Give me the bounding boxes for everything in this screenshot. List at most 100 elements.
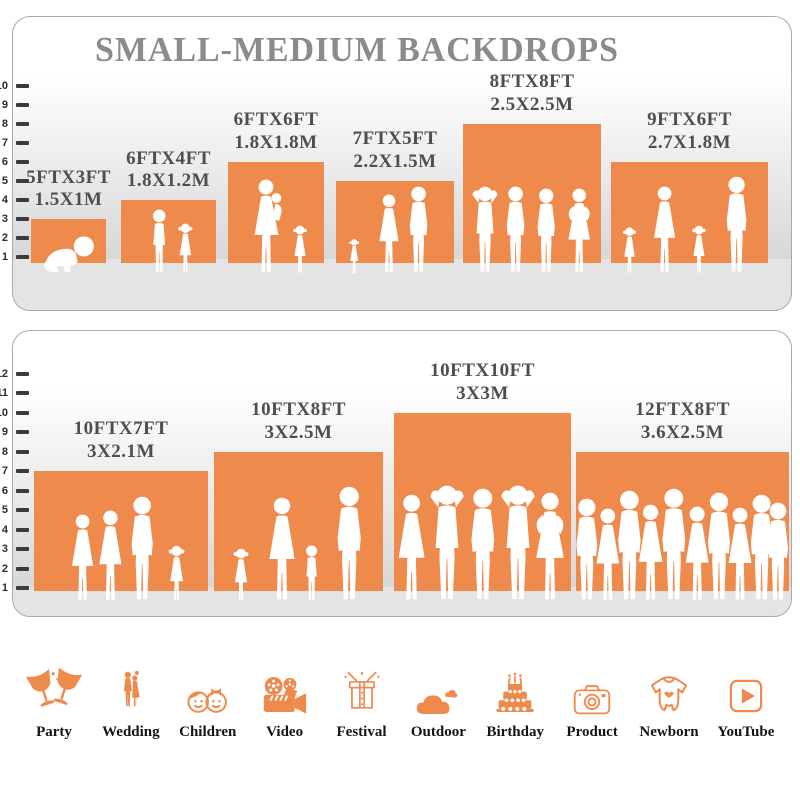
- y-axis-tick: [16, 449, 29, 454]
- bar-size-label: 8FTX8FT 2.5X2.5M: [490, 71, 575, 117]
- people-silhouette: [347, 238, 361, 274]
- people-silhouette: [121, 496, 163, 602]
- people-silhouette: [326, 486, 372, 602]
- size-bar: [121, 200, 216, 263]
- y-axis-tick: [16, 102, 29, 107]
- category-label: Party: [36, 724, 72, 740]
- y-axis-tick: [16, 371, 29, 376]
- y-axis-tick-label: 9: [1, 98, 8, 111]
- bar-size-label: 6FTX4FT 1.8X1.2M: [126, 148, 211, 194]
- y-axis-tick: [16, 140, 29, 145]
- y-axis-tick-label: 6: [1, 484, 8, 497]
- people-silhouette: [689, 224, 709, 274]
- people-silhouette: [230, 547, 252, 602]
- party-icon: [26, 658, 82, 718]
- y-axis-tick: [16, 566, 29, 571]
- people-silhouette: [165, 544, 188, 602]
- size-m: 1.8X1.2M: [126, 170, 211, 192]
- y-axis-tick-label: 12: [0, 367, 8, 380]
- bar-size-label: 10FTX8FT 3X2.5M: [251, 399, 346, 445]
- y-axis-tick-label: 11: [0, 387, 8, 399]
- y-axis-tick-label: 3: [1, 543, 8, 555]
- y-axis-tick-label: 4: [1, 194, 8, 207]
- people-silhouette: [562, 188, 596, 274]
- size-m: 2.2X1.5M: [353, 151, 437, 173]
- people-silhouette: [175, 222, 196, 274]
- category-label: Children: [179, 724, 237, 740]
- y-axis-tick: [16, 121, 29, 126]
- y-axis-tick: [16, 469, 29, 473]
- page-title: SMALL-MEDIUM BACKDROPS: [94, 30, 619, 69]
- category-label: Outdoor: [410, 724, 466, 740]
- product-icon: [569, 658, 615, 718]
- y-axis-tick-label: 4: [1, 523, 8, 536]
- youtube-icon: [724, 658, 768, 718]
- outdoor-icon: [412, 658, 464, 718]
- y-axis-tick-label: 7: [1, 136, 8, 149]
- y-axis-tick-label: 6: [1, 155, 8, 168]
- y-axis-tick: [16, 488, 29, 493]
- size-m: 3X3M: [456, 382, 509, 404]
- size-m: 1.5X1M: [34, 189, 103, 211]
- bar-size-label: 5FTX3FT 1.5X1M: [26, 167, 111, 213]
- people-silhouette: [717, 176, 756, 274]
- y-axis-tick-label: 2: [1, 232, 8, 245]
- size-m: 2.5X2.5M: [490, 93, 574, 115]
- y-axis-tick-label: 5: [1, 175, 8, 187]
- y-axis-tick: [16, 217, 29, 222]
- size-ft: 12FTX8FT: [635, 398, 730, 420]
- chart-panel-small: 5FTX3FT 1.5X1M 6FTX4FT 1.8X1.2M 6FTX6FT …: [0, 16, 792, 311]
- size-ft: 6FTX6FT: [233, 109, 319, 131]
- size-ft: 8FTX8FT: [489, 71, 575, 93]
- y-axis-tick-label: 10: [0, 406, 8, 419]
- y-axis-tick: [16, 586, 29, 590]
- category-label: Product: [566, 724, 618, 740]
- category-label: Video: [266, 724, 304, 740]
- y-axis-tick: [16, 236, 29, 241]
- y-axis-tick-label: 8: [1, 117, 8, 130]
- size-ft: 9FTX6FT: [647, 109, 732, 131]
- panel-background: 10FTX7FT 3X2.1M 10FTX8FT 3X2.5M 10FTX10F…: [12, 330, 792, 617]
- y-axis-tick-label: 9: [1, 426, 8, 438]
- people-silhouette: [647, 186, 682, 274]
- y-axis-tick-label: 3: [1, 213, 8, 226]
- y-axis-tick-label: 7: [1, 465, 8, 477]
- y-axis-tick: [16, 527, 29, 532]
- people-silhouette: [247, 179, 289, 274]
- bar-size-label: 10FTX10FT 3X3M: [430, 360, 535, 406]
- people-silhouette: [290, 224, 310, 274]
- y-axis-tick: [16, 83, 29, 88]
- birthday-icon: [490, 658, 540, 718]
- bar-size-label: 12FTX8FT 3.6X2.5M: [635, 399, 730, 445]
- y-axis-tick: [16, 159, 29, 164]
- size-m: 3X2.1M: [87, 441, 155, 463]
- y-axis-tick: [16, 179, 29, 183]
- people-silhouette: [261, 497, 303, 602]
- people-silhouette: [401, 186, 436, 274]
- people-silhouette: [300, 544, 323, 602]
- floor: [13, 587, 791, 616]
- festival-icon: [339, 658, 385, 718]
- people-silhouette: [40, 234, 97, 274]
- category-item-product: Product: [556, 658, 628, 741]
- category-item-wedding: Wedding: [95, 658, 167, 741]
- size-ft: 7FTX5FT: [352, 128, 438, 150]
- y-axis-tick: [16, 410, 29, 415]
- category-item-newborn: Newborn: [633, 658, 705, 741]
- y-axis-tick-label: 1: [1, 582, 8, 594]
- category-item-youtube: YouTube: [710, 658, 782, 741]
- bar-size-label: 7FTX5FT 2.2X1.5M: [353, 128, 438, 174]
- size-m: 3X2.5M: [264, 421, 333, 443]
- bar-size-label: 9FTX6FT 2.7X1.8M: [647, 109, 732, 155]
- people-silhouette: [529, 188, 563, 274]
- y-axis-tick: [16, 255, 29, 260]
- category-item-party: Party: [18, 658, 90, 741]
- newborn-icon: [644, 658, 694, 718]
- panel-background: 5FTX3FT 1.5X1M 6FTX4FT 1.8X1.2M 6FTX6FT …: [12, 16, 792, 311]
- category-label: YouTube: [717, 724, 775, 740]
- size-m: 1.8X1.8M: [234, 132, 318, 154]
- y-axis-tick: [16, 198, 29, 203]
- size-ft: 6FTX4FT: [126, 147, 211, 169]
- people-silhouette: [758, 502, 792, 602]
